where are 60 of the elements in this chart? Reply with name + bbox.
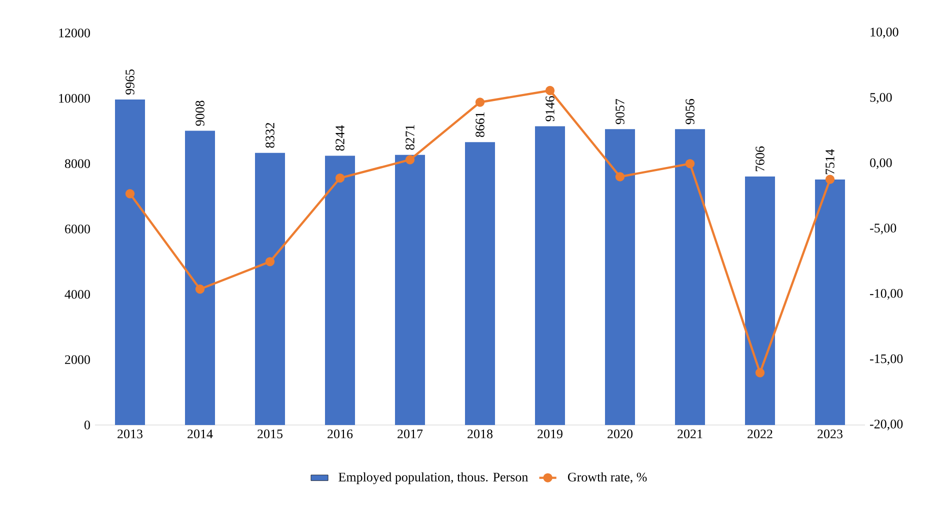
- bar: [185, 130, 215, 425]
- point: [475, 98, 485, 107]
- x-tick-label: 2019: [538, 430, 562, 438]
- data-label: 9965: [126, 69, 134, 95]
- y2-tick-label: 5,00: [870, 93, 892, 104]
- point: [265, 257, 275, 266]
- point: [615, 172, 625, 182]
- y2-tick-label: 0,00: [870, 158, 892, 169]
- x-tick-label: 2018: [468, 430, 493, 438]
- legend-label: Growth rate, %: [568, 472, 647, 484]
- bar: [815, 180, 846, 425]
- data-label: 8661: [476, 112, 484, 138]
- bar: [255, 152, 286, 425]
- x-tick-label: 2023: [818, 430, 842, 438]
- y2-tick-label: -5,00: [870, 224, 896, 234]
- y-tick-label: 0: [84, 420, 90, 430]
- point: [545, 86, 555, 96]
- point: [825, 174, 835, 184]
- point: [195, 284, 205, 294]
- data-label: 9008: [196, 100, 204, 126]
- bar: [395, 154, 425, 425]
- y2-tick-label: -15,00: [870, 354, 903, 365]
- x-tick-label: 2020: [608, 430, 633, 438]
- data-label: 9146: [546, 96, 554, 122]
- point: [755, 368, 765, 378]
- bar: [675, 129, 705, 425]
- y-tick-label: 8000: [64, 159, 90, 168]
- y-tick-label: 2000: [65, 355, 90, 364]
- y2-tick-label: -10,00: [870, 289, 903, 300]
- point: [685, 159, 695, 168]
- y2-tick-label: 10,00: [870, 28, 898, 38]
- y2-tick-label: -20,00: [870, 420, 903, 430]
- data-label: 9057: [616, 98, 624, 124]
- bar: [605, 129, 636, 425]
- y-tick-label: 12000: [59, 28, 90, 38]
- x-tick-label: 2017: [398, 430, 423, 438]
- point: [125, 189, 135, 198]
- data-label: 7514: [826, 149, 834, 174]
- point: [335, 173, 345, 183]
- legend-label: Employed population, thous. Person: [338, 472, 528, 484]
- data-label: 8332: [266, 123, 274, 148]
- x-tick-label: 2021: [678, 430, 702, 438]
- data-label: 7606: [756, 146, 764, 172]
- x-tick-label: 2016: [328, 430, 353, 438]
- bar: [115, 99, 145, 425]
- x-tick-label: 2013: [118, 430, 142, 438]
- x-tick-label: 2022: [748, 430, 772, 438]
- data-label: 8271: [406, 125, 414, 150]
- bar: [465, 142, 496, 425]
- y-tick-label: 6000: [65, 224, 90, 234]
- x-tick-label: 2014: [188, 430, 213, 438]
- point: [405, 155, 415, 164]
- y-tick-label: 4000: [64, 290, 90, 299]
- y-tick-label: 10000: [59, 94, 90, 103]
- bar: [535, 126, 566, 425]
- x-tick-label: 2015: [258, 430, 282, 438]
- bar: [745, 176, 776, 425]
- data-label: 9056: [686, 99, 694, 124]
- data-label: 8244: [336, 125, 344, 151]
- bar: [325, 156, 355, 425]
